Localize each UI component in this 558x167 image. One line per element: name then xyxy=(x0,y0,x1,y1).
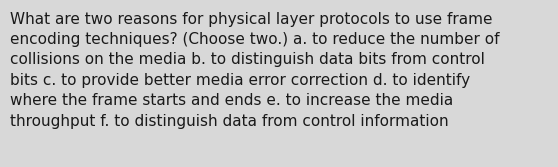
Text: What are two reasons for physical layer protocols to use frame
encoding techniqu: What are two reasons for physical layer … xyxy=(10,12,499,129)
